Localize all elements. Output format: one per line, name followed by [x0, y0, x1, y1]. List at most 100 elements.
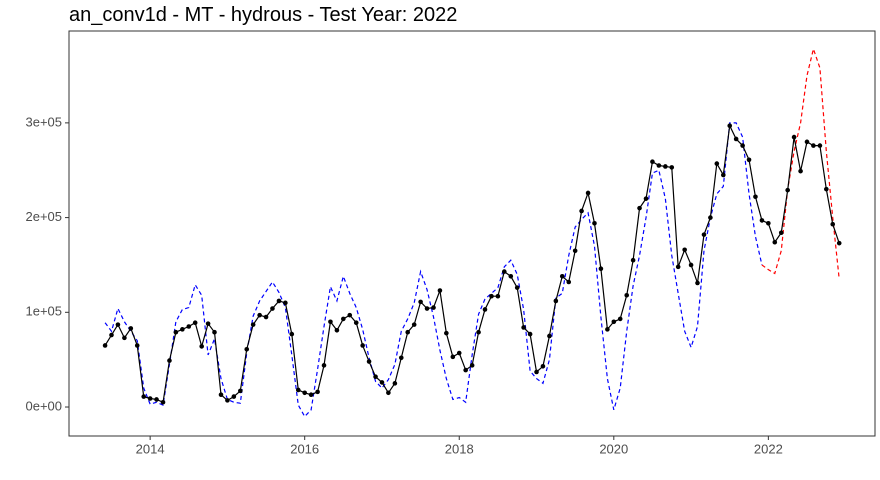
point — [617, 316, 623, 322]
point — [328, 319, 333, 325]
point — [785, 187, 790, 193]
point — [650, 159, 655, 165]
point — [160, 399, 166, 405]
point — [630, 257, 636, 263]
point — [244, 346, 250, 352]
point — [463, 367, 468, 373]
y-tick-label: 1e+05 — [25, 304, 62, 319]
point — [772, 239, 778, 245]
point — [753, 194, 758, 200]
point — [527, 331, 533, 337]
point — [456, 350, 462, 356]
point — [147, 396, 153, 401]
point — [308, 392, 314, 398]
point — [115, 322, 121, 327]
point — [302, 390, 307, 396]
point — [817, 143, 823, 148]
point — [585, 190, 591, 196]
point — [508, 274, 514, 279]
point — [379, 380, 385, 385]
point — [295, 387, 301, 393]
chart-title: an_conv1d - MT - hydrous - Test Year: 20… — [69, 4, 457, 26]
point — [154, 397, 159, 402]
point — [289, 331, 295, 337]
point — [134, 343, 140, 348]
point — [547, 333, 552, 339]
point — [721, 172, 726, 178]
point — [392, 381, 398, 386]
point — [675, 264, 681, 270]
point — [424, 306, 430, 311]
x-tick-label: 2022 — [754, 441, 783, 456]
x-tick-label: 2016 — [290, 441, 319, 456]
point — [450, 354, 456, 360]
point — [688, 262, 694, 268]
point — [373, 374, 378, 380]
y-tick-label: 0e+00 — [25, 398, 62, 413]
point — [778, 230, 784, 236]
point — [180, 327, 185, 332]
point — [250, 322, 256, 327]
y-tick-label: 2e+05 — [25, 209, 62, 224]
point — [695, 280, 700, 286]
point — [276, 298, 282, 304]
series-line — [761, 46, 840, 280]
point — [366, 359, 372, 364]
point — [141, 394, 147, 399]
point — [714, 161, 720, 166]
point — [167, 358, 172, 363]
plot-frame — [68, 30, 876, 437]
point — [398, 355, 404, 361]
series-line — [104, 122, 763, 418]
point — [540, 363, 546, 369]
point — [347, 312, 353, 318]
point — [218, 392, 224, 398]
point — [656, 163, 662, 168]
point — [405, 329, 411, 335]
point — [746, 157, 752, 163]
point — [205, 321, 211, 326]
point — [804, 139, 810, 145]
point — [766, 220, 771, 226]
point — [469, 363, 475, 368]
point — [669, 165, 675, 170]
point — [759, 218, 765, 223]
point — [637, 205, 642, 211]
point — [360, 343, 365, 348]
point — [353, 320, 359, 326]
point — [682, 247, 687, 253]
point — [173, 329, 179, 335]
point — [727, 123, 733, 129]
point — [514, 285, 520, 290]
point — [534, 369, 539, 375]
point — [811, 143, 816, 148]
point — [643, 196, 649, 201]
point — [444, 330, 449, 336]
point — [321, 363, 327, 368]
point — [238, 388, 243, 394]
point — [199, 344, 204, 349]
point — [566, 279, 572, 285]
point — [231, 394, 237, 399]
point — [605, 327, 610, 332]
point — [128, 326, 134, 331]
point — [386, 390, 391, 396]
point — [334, 327, 340, 333]
point — [824, 186, 829, 192]
point — [521, 325, 526, 330]
x-tick-label: 2020 — [599, 441, 628, 456]
point — [109, 332, 114, 338]
point — [411, 322, 417, 327]
point — [611, 319, 617, 325]
point — [257, 312, 262, 318]
point — [733, 136, 739, 142]
point — [225, 398, 230, 403]
point — [431, 305, 436, 310]
point — [740, 143, 745, 148]
point — [102, 343, 108, 348]
point — [437, 288, 443, 293]
point — [553, 298, 559, 304]
point — [663, 164, 668, 169]
y-tick-label: 3e+05 — [25, 114, 62, 129]
